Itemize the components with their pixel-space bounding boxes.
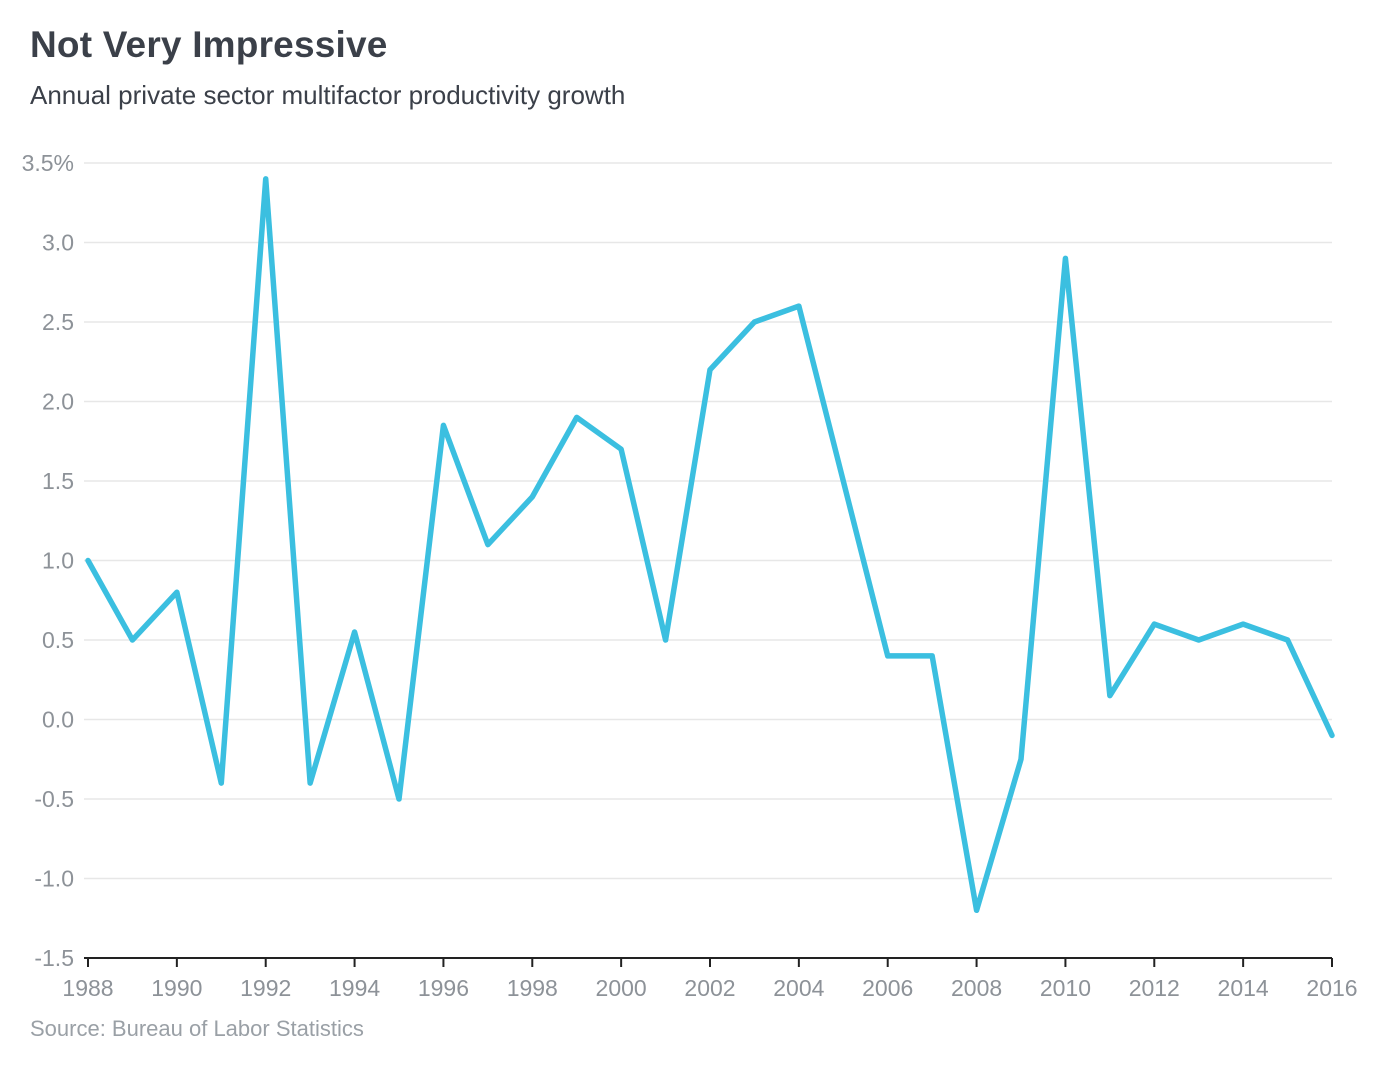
- x-tick-label: 1988: [62, 975, 113, 1001]
- x-tick-label: 1992: [240, 975, 291, 1001]
- chart-subtitle: Annual private sector multifactor produc…: [30, 80, 626, 110]
- x-tick-label: 2004: [773, 975, 824, 1001]
- y-tick-label: 3.5%: [22, 150, 74, 176]
- y-tick-label: -1.5: [34, 945, 74, 971]
- x-tick-label: 2008: [951, 975, 1002, 1001]
- x-tick-label: 2006: [862, 975, 913, 1001]
- x-tick-label: 2012: [1129, 975, 1180, 1001]
- x-tick-label: 1998: [507, 975, 558, 1001]
- y-tick-label: -1.0: [34, 866, 74, 892]
- y-tick-label: 1.0: [42, 548, 74, 574]
- productivity-line: [85, 176, 1335, 914]
- x-tick-label: 1994: [329, 975, 380, 1001]
- y-tick-label: -0.5: [34, 786, 74, 812]
- y-tick-label: 3.0: [42, 230, 74, 256]
- x-tick-label: 2014: [1218, 975, 1269, 1001]
- x-tick-label: 2016: [1306, 975, 1357, 1001]
- y-tick-label: 1.5: [42, 468, 74, 494]
- y-tick-label: 2.5: [42, 309, 74, 335]
- x-tick-label: 1996: [418, 975, 469, 1001]
- y-tick-label: 0.5: [42, 627, 74, 653]
- x-tick-label: 2010: [1040, 975, 1091, 1001]
- source-note: Source: Bureau of Labor Statistics: [30, 1016, 364, 1041]
- y-tick-label: 0.0: [42, 707, 74, 733]
- chart-title: Not Very Impressive: [30, 24, 388, 65]
- x-tick-label: 2000: [596, 975, 647, 1001]
- y-tick-label: 2.0: [42, 389, 74, 415]
- x-tick-label: 1990: [151, 975, 202, 1001]
- x-tick-label: 2002: [684, 975, 735, 1001]
